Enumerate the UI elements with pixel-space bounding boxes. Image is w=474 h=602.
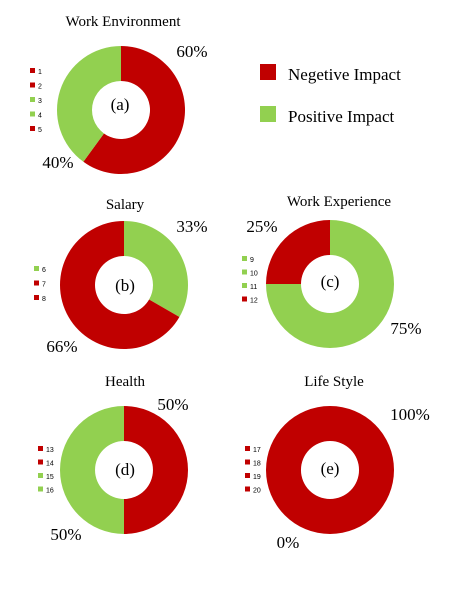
category-swatch: [242, 283, 247, 288]
category-swatch: [30, 97, 35, 102]
panel-label: (d): [115, 460, 135, 479]
pie-slice: [83, 46, 186, 174]
pie-slice: [124, 221, 188, 317]
slice-label: 75%: [390, 319, 421, 338]
category-swatch: [30, 111, 35, 117]
category-label: 20: [253, 488, 261, 495]
panel-label: (a): [111, 95, 130, 114]
slice-label: 60%: [176, 42, 207, 61]
chart-work-experience: Work Experience (c) 75% 25% 9 10 11 12: [242, 194, 422, 348]
chart-salary: Salary (b) 33% 66% 6 7 8: [34, 197, 208, 356]
pie-slice: [266, 220, 394, 348]
pie-slice: [266, 220, 330, 284]
category-label: 13: [46, 447, 54, 454]
category-label: 18: [253, 461, 261, 468]
slice-label: 50%: [50, 525, 81, 544]
pie-slice: [60, 406, 124, 534]
chart-title: Work Environment: [65, 14, 181, 30]
category-label: 1: [38, 69, 42, 76]
panel-label: (b): [115, 276, 135, 295]
category-swatch: [30, 68, 35, 73]
category-legend: 6 7 8: [34, 266, 46, 303]
category-swatch: [34, 280, 39, 286]
category-label: 5: [38, 127, 42, 134]
category-label: 2: [38, 84, 42, 91]
legend-swatch-negative: [260, 64, 276, 80]
pie-slice: [59, 221, 180, 349]
category-swatch: [38, 473, 43, 478]
slice-label: 40%: [42, 153, 73, 172]
category-label: 11: [250, 284, 257, 291]
chart-title: Health: [105, 374, 145, 390]
legend-label-positive: Positive Impact: [288, 107, 395, 126]
category-label: 10: [250, 271, 258, 278]
legend-label-negative: Negetive Impact: [288, 65, 401, 84]
category-label: 16: [46, 488, 54, 495]
category-swatch: [30, 126, 35, 131]
category-label: 3: [38, 98, 42, 105]
category-swatch: [34, 266, 39, 271]
pie-slice: [57, 46, 121, 162]
category-label: 4: [38, 113, 42, 120]
category-label: 12: [250, 298, 258, 305]
category-swatch: [245, 446, 250, 451]
category-swatch: [242, 256, 247, 261]
chart-title: Salary: [106, 197, 145, 213]
panel-label: (e): [321, 459, 340, 478]
legend: Negetive Impact Positive Impact: [260, 64, 401, 126]
category-label: 17: [253, 447, 261, 454]
slice-label: 0%: [277, 533, 300, 552]
category-label: 15: [46, 474, 54, 481]
category-swatch: [242, 269, 247, 275]
category-swatch: [242, 296, 247, 302]
category-swatch: [30, 82, 35, 88]
chart-health: Health (d) 50% 50% 13 14 15 16: [38, 374, 189, 544]
category-legend: 1 2 3 4 5: [30, 68, 42, 134]
pie-slice: [124, 406, 188, 534]
chart-life-style: Life Style (e) 100% 0% 17 18 19 20: [245, 374, 430, 552]
category-label: 19: [253, 474, 261, 481]
pie-slice: [266, 406, 394, 534]
category-swatch: [245, 473, 250, 478]
slice-label: 50%: [157, 395, 188, 414]
chart-title: Work Experience: [287, 194, 392, 210]
panel-label: (c): [321, 272, 340, 291]
donut: [60, 406, 188, 534]
donut: [59, 221, 188, 349]
slice-label: 66%: [46, 337, 77, 356]
donut: [266, 406, 394, 534]
category-swatch: [38, 459, 43, 465]
category-label: 8: [42, 296, 46, 303]
category-label: 7: [42, 282, 46, 289]
legend-swatch-positive: [260, 106, 276, 122]
chart-title: Life Style: [304, 374, 364, 390]
category-label: 6: [42, 267, 46, 274]
category-swatch: [38, 446, 43, 451]
donut: [266, 220, 394, 348]
category-swatch: [34, 295, 39, 300]
category-legend: 9 10 11 12: [242, 256, 258, 305]
slice-label: 33%: [176, 217, 207, 236]
category-swatch: [38, 486, 43, 492]
donut: [57, 46, 186, 174]
slice-label: 100%: [390, 405, 430, 424]
category-legend: 17 18 19 20: [245, 446, 261, 495]
chart-work-environment: Work Environment (a) 60% 40% 1 2 3 4 5: [30, 14, 208, 174]
category-label: 9: [250, 257, 254, 264]
slice-label: 25%: [246, 217, 277, 236]
category-label: 14: [46, 461, 54, 468]
category-legend: 13 14 15 16: [38, 446, 54, 495]
category-swatch: [245, 486, 250, 492]
category-swatch: [245, 459, 250, 465]
